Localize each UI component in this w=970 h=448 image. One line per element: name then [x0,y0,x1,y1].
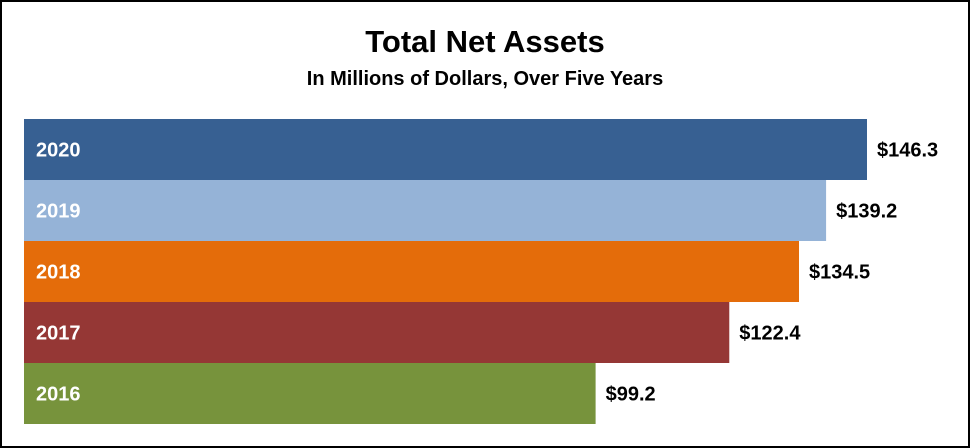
bar-2016 [24,363,596,424]
category-label-2020: 2020 [36,140,81,162]
value-label-2018: $134.5 [809,262,870,284]
value-label-2016: $99.2 [606,384,656,406]
bar-2017 [24,302,730,363]
value-label-2020: $146.3 [877,140,938,162]
value-label-2019: $139.2 [836,201,897,223]
chart-title: Total Net Assets [365,24,605,59]
category-label-2018: 2018 [36,262,81,284]
bar-2018 [24,241,800,302]
category-label-2016: 2016 [36,384,81,406]
category-label-2019: 2019 [36,201,81,223]
bar-2020 [24,119,867,180]
chart-subtitle: In Millions of Dollars, Over Five Years [306,68,664,90]
bar-2019 [24,180,827,241]
value-label-2017: $122.4 [739,323,801,345]
category-label-2017: 2017 [36,323,81,345]
